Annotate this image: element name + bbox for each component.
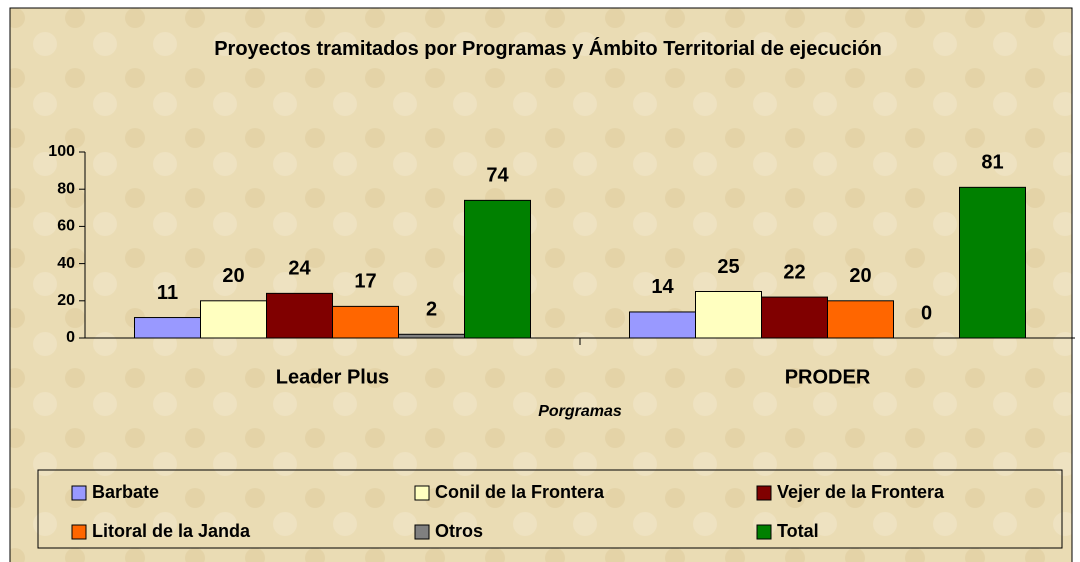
y-tick-label: 20 <box>57 292 75 309</box>
data-label: 22 <box>783 261 805 283</box>
data-label: 20 <box>222 265 244 287</box>
bar <box>398 333 465 339</box>
bar <box>200 300 267 339</box>
data-label: 20 <box>849 265 871 287</box>
bar <box>332 305 399 339</box>
bar <box>629 311 696 339</box>
data-label: 74 <box>486 165 509 187</box>
legend-label: Conil de la Frontera <box>435 482 605 502</box>
data-label: 2 <box>426 299 437 321</box>
data-label: 0 <box>921 302 932 324</box>
x-tick-label: Leader Plus <box>276 366 389 388</box>
bar <box>695 291 762 339</box>
legend-swatch <box>756 485 772 501</box>
legend-swatch <box>414 524 430 540</box>
y-tick-label: 0 <box>66 329 75 346</box>
x-axis-title: Porgramas <box>538 403 622 420</box>
data-label: 14 <box>651 276 674 298</box>
legend-box <box>37 469 1063 549</box>
y-tick-label: 40 <box>57 255 75 272</box>
x-tick-label: PRODER <box>785 366 871 388</box>
data-label: 17 <box>354 271 376 293</box>
bar <box>134 317 201 339</box>
chart-title: Proyectos tramitados por Programas y Ámb… <box>214 38 882 60</box>
legend-swatch <box>71 524 87 540</box>
bar <box>959 186 1026 339</box>
legend-label: Otros <box>435 521 483 541</box>
legend-label: Vejer de la Frontera <box>777 482 945 502</box>
legend-swatch <box>71 485 87 501</box>
y-tick-label: 60 <box>57 218 75 235</box>
bar <box>761 296 828 339</box>
data-label: 11 <box>157 282 178 304</box>
legend-swatch <box>414 485 430 501</box>
data-label: 25 <box>717 256 739 278</box>
legend-label: Total <box>777 521 819 541</box>
legend-label: Barbate <box>92 482 159 502</box>
y-tick-label: 100 <box>48 143 75 160</box>
bar <box>464 199 531 339</box>
y-tick-label: 80 <box>57 180 75 197</box>
data-label: 81 <box>981 152 1003 174</box>
bar <box>827 300 894 339</box>
data-label: 24 <box>288 258 311 280</box>
bar <box>266 292 333 339</box>
legend-swatch <box>756 524 772 540</box>
legend-label: Litoral de la Janda <box>92 521 251 541</box>
